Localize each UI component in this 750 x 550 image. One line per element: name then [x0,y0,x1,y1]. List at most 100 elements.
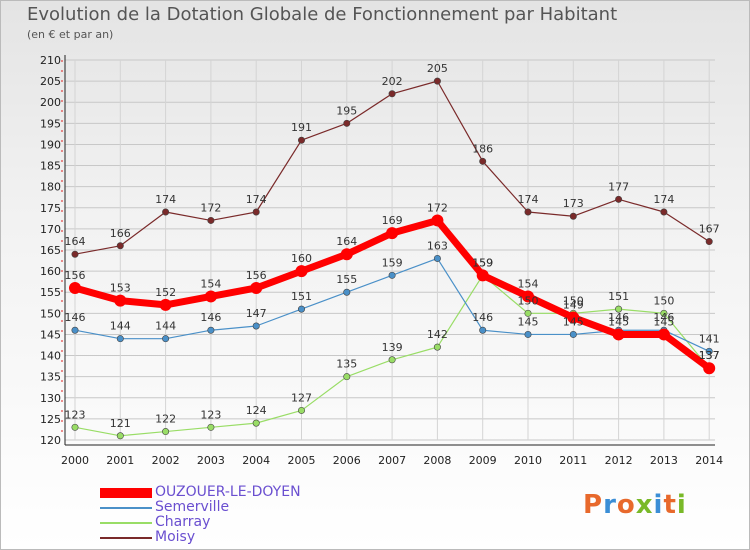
data-point [479,326,487,334]
x-tick-label: 2008 [423,454,451,467]
data-point [479,157,487,165]
data-label: 123 [200,408,221,421]
y-tick-label: 185 [40,160,61,173]
data-point [524,330,532,338]
data-point [114,294,127,307]
data-label: 186 [472,142,493,155]
data-point [569,330,577,338]
data-point [204,290,217,303]
y-tick-label: 165 [40,244,61,257]
data-label: 146 [653,311,674,324]
data-label: 172 [427,201,448,214]
data-point [71,326,79,334]
data-point [297,305,305,313]
logo-letter: x [635,490,654,520]
data-point [388,90,396,98]
data-label: 151 [291,290,312,303]
data-label: 152 [155,286,176,299]
data-point [116,242,124,250]
data-point [386,227,399,240]
data-label: 154 [518,277,539,290]
logo-letter: o [616,490,636,520]
x-tick-label: 2011 [559,454,587,467]
data-label: 191 [291,121,312,134]
data-label: 139 [382,341,403,354]
legend-swatch [100,537,152,539]
data-label: 156 [65,269,86,282]
data-point [388,356,396,364]
data-label: 160 [291,252,312,265]
data-point [388,271,396,279]
data-point [431,214,444,227]
data-label: 150 [518,294,539,307]
logo-letter: i [676,490,687,520]
data-label: 144 [155,320,176,333]
proxiti-logo: Proxiti [583,490,687,520]
data-label: 144 [110,320,131,333]
data-point [252,208,260,216]
data-label: 146 [472,311,493,324]
data-label: 141 [699,332,720,345]
data-point [207,216,215,224]
data-label: 166 [110,227,131,240]
data-point [660,208,668,216]
data-point [660,309,668,317]
y-tick-label: 200 [40,96,61,109]
data-label: 123 [65,408,86,421]
x-tick-label: 2014 [695,454,723,467]
data-point [524,208,532,216]
legend-swatch [100,522,152,524]
data-label: 159 [472,256,493,269]
data-point [252,322,260,330]
data-point [522,290,534,303]
data-label: 135 [336,358,357,371]
y-tick-label: 190 [40,138,61,151]
data-label: 137 [699,349,720,362]
data-label: 195 [336,104,357,117]
data-label: 169 [382,214,403,227]
y-tick-label: 175 [40,202,61,215]
legend-swatch [100,488,152,498]
data-point [433,343,441,351]
data-point [343,288,351,296]
data-label: 159 [382,256,403,269]
data-label: 145 [563,315,584,328]
y-tick-label: 170 [40,223,61,236]
x-tick-label: 2013 [650,454,678,467]
y-tick-label: 160 [40,265,61,278]
data-point [71,250,79,258]
data-point [69,282,81,294]
chart-title: Evolution de la Dotation Globale de Fonc… [27,4,618,25]
data-label: 167 [699,223,720,236]
x-tick-label: 2003 [197,454,225,467]
chart-subtitle: (en € et par an) [27,28,114,41]
x-tick-label: 2001 [106,454,134,467]
x-tick-label: 2004 [242,454,270,467]
data-point [433,254,441,262]
data-label: 164 [336,235,357,248]
data-point [116,335,124,343]
data-label: 174 [246,193,267,206]
data-point [207,423,215,431]
data-label: 146 [200,311,221,324]
data-point [116,432,124,440]
logo-letter: t [663,490,677,520]
y-tick-label: 130 [40,392,61,405]
data-point [615,305,623,313]
data-label: 146 [608,311,629,324]
data-label: 145 [518,315,539,328]
data-label: 174 [653,193,674,206]
data-label: 150 [653,294,674,307]
data-label: 156 [246,269,267,282]
data-point [207,326,215,334]
y-tick-label: 125 [40,413,61,426]
data-label: 142 [427,328,448,341]
y-tick-label: 140 [40,350,61,363]
data-point [250,282,263,294]
data-point [524,309,532,317]
x-tick-label: 2002 [152,454,180,467]
data-label: 205 [427,62,448,75]
data-point [340,248,353,261]
data-point [159,298,172,311]
